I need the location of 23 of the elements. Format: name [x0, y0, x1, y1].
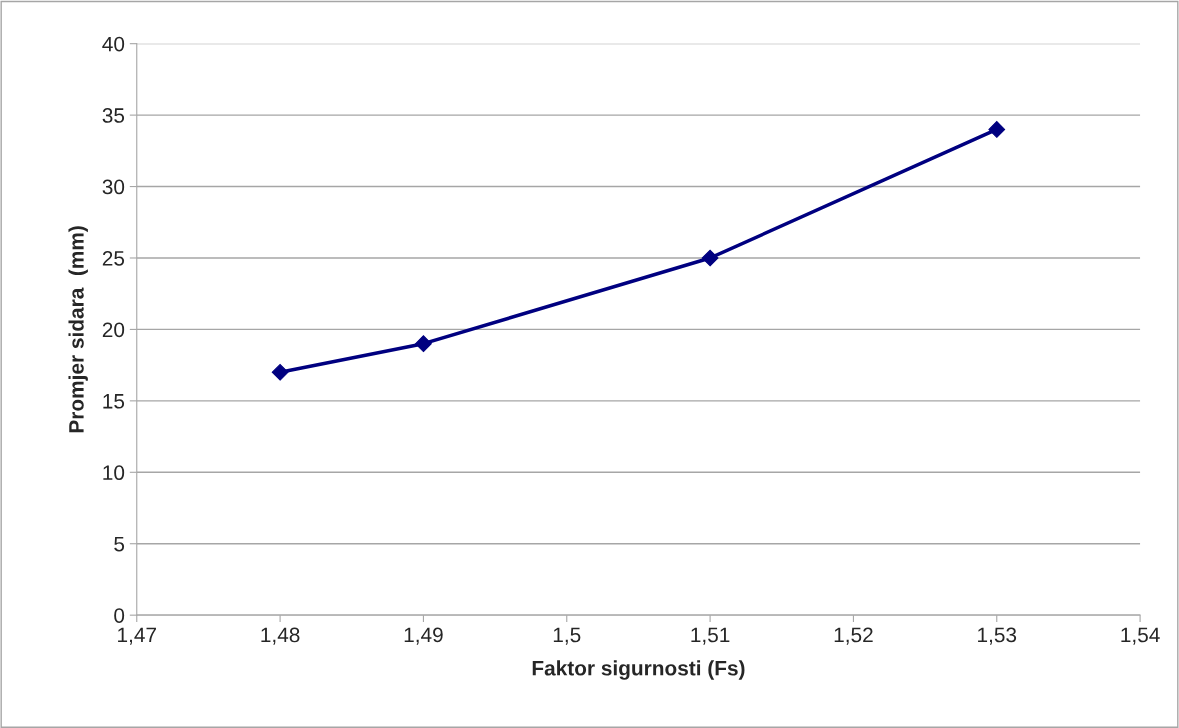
- y-tick-label: 25: [102, 250, 125, 266]
- point: [701, 249, 719, 267]
- point: [415, 335, 432, 353]
- y-tick-label: 10: [103, 465, 125, 481]
- y-tick-label: 30: [102, 179, 125, 195]
- x-tick-label: 1,5: [553, 627, 581, 645]
- y-tick-label: 5: [114, 536, 125, 552]
- x-tick-label: 1,53: [978, 627, 1017, 645]
- x-axis-title: Faktor sigurnosti (Fs): [532, 660, 745, 680]
- x-tick-label: 1,52: [834, 627, 873, 645]
- y-tick-label: 40: [102, 36, 125, 52]
- x-tick-label: 1,47: [118, 627, 156, 645]
- y-tick-label: 35: [102, 108, 125, 123]
- point: [988, 121, 1006, 138]
- point: [271, 363, 289, 381]
- y-tick-label: 15: [103, 394, 125, 409]
- y-axis-title: Promjer sidara (mm): [68, 226, 88, 433]
- y-tick-label: 20: [102, 322, 125, 338]
- x-tick-label: 1,48: [261, 627, 300, 645]
- y-tick-label: 0: [114, 608, 125, 623]
- x-tick-label: 1,51: [691, 627, 730, 645]
- x-tick-label: 1,49: [404, 627, 443, 645]
- x-tick-label: 1,54: [1121, 627, 1160, 645]
